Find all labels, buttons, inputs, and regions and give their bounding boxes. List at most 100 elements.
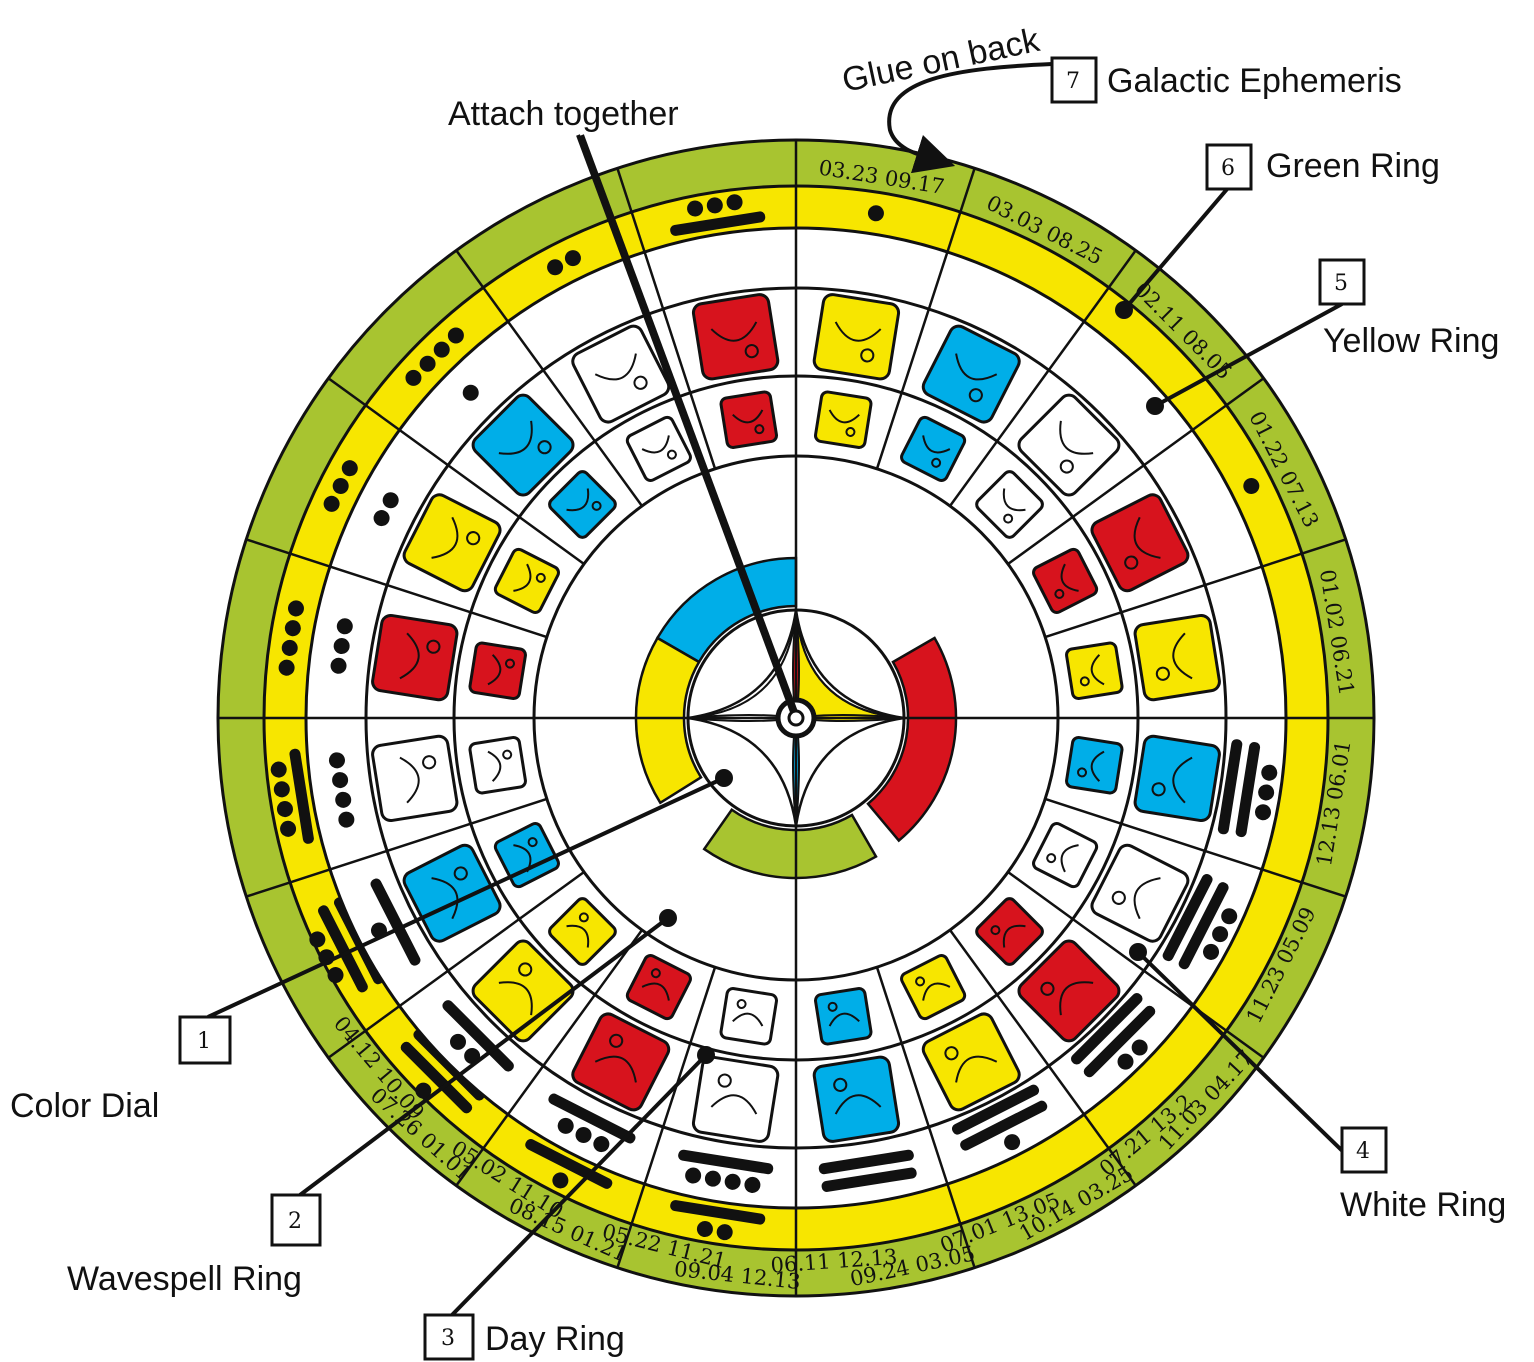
inner-glyph-divider [1044, 797, 1122, 825]
inner-glyph [548, 897, 617, 966]
day-ring-glyph [1090, 493, 1190, 593]
inner-glyph-divider [518, 515, 585, 566]
white-ring-divider [329, 565, 388, 587]
white-ring-divider [1204, 565, 1263, 587]
inner-glyph-divider [689, 392, 717, 470]
white-ring-tone [328, 752, 355, 828]
label-5-box: 5 [1318, 258, 1366, 306]
yellow-ring-divider [364, 404, 401, 431]
day-ring-divider [1071, 918, 1145, 972]
green-ring-divider [959, 1223, 976, 1269]
day-ring-glyph [812, 293, 901, 381]
color-dial [532, 454, 1060, 982]
white-ring-tone [678, 1149, 774, 1193]
green-ring-divider [959, 167, 976, 213]
white-ring-tone [818, 1149, 917, 1192]
day-ring-glyph [571, 324, 671, 424]
inner-glyph [1032, 822, 1099, 889]
inner-glyph [548, 470, 617, 539]
yellow-ring-divider [946, 1183, 962, 1225]
inner-glyph [814, 390, 873, 449]
day-ring-divider [996, 993, 1050, 1067]
white-ring-tone [373, 492, 399, 527]
green-ring-label: Green Ring [1266, 147, 1440, 185]
inner-glyph [468, 736, 527, 795]
label-2-box: 2 [270, 1193, 322, 1247]
yellow-ring-divider [482, 1113, 509, 1150]
green-ring-divider [616, 167, 633, 213]
yellow-ring-divider [482, 286, 509, 323]
green-ring-divider [1225, 1029, 1265, 1059]
callout-5-dot [1146, 397, 1164, 415]
white-ring-divider [1143, 969, 1194, 1008]
attach-together-label: Attach together [448, 95, 679, 133]
yellow-ring-divider [1261, 868, 1303, 884]
callout-6-line [1122, 186, 1230, 312]
yellow-ring-divider [1191, 404, 1228, 431]
yellow-ring-divider [946, 211, 962, 253]
yellow-ring-tone [867, 205, 884, 222]
day-ring-glyph [571, 1012, 671, 1112]
white-ring-divider [1047, 320, 1086, 371]
callout-4-line [1136, 950, 1366, 1174]
center-pin-hole [787, 709, 805, 727]
day-ring-divider [900, 308, 931, 394]
inner-glyph [625, 415, 692, 482]
day-ring-glyph [1090, 843, 1190, 943]
day-ring-divider [386, 822, 472, 853]
inner-glyph-divider [948, 440, 999, 507]
inner-glyph-divider [875, 392, 903, 470]
day-ring-divider [996, 369, 1050, 443]
green-ring-divider [1301, 538, 1347, 555]
label-6-box: 6 [1205, 143, 1253, 191]
color-dial-label: Color Dial [10, 1087, 159, 1125]
label-1-box: 1 [178, 1015, 232, 1065]
yellow-ring-divider [1083, 1113, 1110, 1150]
wavespell-ring-label: Wavespell Ring [67, 1260, 302, 1298]
yellow-ring-tone [525, 1138, 613, 1189]
inner-glyph [975, 470, 1044, 539]
white-ring-divider [506, 1065, 545, 1116]
yellow-ring-divider [1261, 552, 1303, 568]
galactic-ephemeris-label: Galactic Ephemeris [1107, 62, 1402, 100]
inner-glyph-divider [1044, 611, 1122, 639]
green-ring-divider [1225, 377, 1265, 407]
yellow-ring-label: Yellow Ring [1323, 322, 1499, 360]
yellow-ring-tone [270, 748, 314, 844]
inner-glyph [468, 641, 527, 700]
label-7-box: 7 [1050, 56, 1098, 104]
inner-glyph-divider [518, 870, 585, 921]
label-1-number: 1 [197, 1029, 211, 1054]
yellow-ring-tone [1243, 478, 1260, 495]
white-ring-divider [643, 1126, 665, 1185]
inner-glyph [975, 897, 1044, 966]
green-ring-divider [1301, 881, 1347, 898]
inner-glyph [1065, 736, 1124, 795]
yellow-ring-tone [278, 600, 304, 676]
label-7-number: 7 [1066, 69, 1080, 94]
white-ring-divider [1204, 849, 1263, 871]
day-ring-divider [386, 583, 472, 614]
inner-glyph-divider [689, 966, 717, 1044]
white-ring-tone [442, 1000, 514, 1072]
day-ring-glyph [371, 734, 459, 823]
inner-glyph [493, 822, 560, 889]
inner-glyph-divider [593, 440, 644, 507]
day-ring-glyph [812, 1055, 901, 1143]
inner-glyph [900, 415, 967, 482]
white-ring-divider [927, 251, 949, 310]
yellow-ring-tone [547, 250, 581, 276]
day-ring-glyph [921, 324, 1021, 424]
day-ring-label: Day Ring [485, 1320, 625, 1358]
green-ring-divider [327, 1029, 367, 1059]
callout-5-line [1154, 302, 1343, 408]
yellow-ring-tone [323, 460, 358, 512]
label-6-number: 6 [1221, 156, 1235, 181]
yellow-ring-divider [364, 1005, 401, 1032]
callout-4-dot [1129, 943, 1147, 961]
attach-together-line-1 [576, 134, 794, 713]
inner-glyph-divider [1007, 870, 1074, 921]
day-ring-divider [542, 369, 596, 443]
inner-glyph-divider [470, 611, 548, 639]
